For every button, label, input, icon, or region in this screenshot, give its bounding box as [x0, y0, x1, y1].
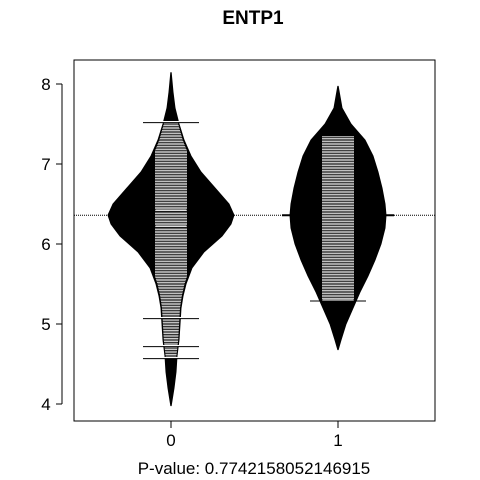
plot-area — [74, 72, 435, 407]
y-tick-label: 7 — [41, 155, 50, 174]
y-tick-label: 8 — [41, 75, 50, 94]
x-tick-label: 1 — [333, 431, 342, 450]
axes: 4 5 6 7 8 0 1 — [41, 75, 342, 450]
x-axis-label: P-value: 0.7742158052146915 — [138, 459, 371, 478]
x-tick-label: 0 — [166, 431, 175, 450]
chart-title: ENTP1 — [222, 8, 284, 29]
y-tick-label: 6 — [41, 235, 50, 254]
y-tick-label: 4 — [41, 395, 50, 414]
y-tick-label: 5 — [41, 315, 50, 334]
